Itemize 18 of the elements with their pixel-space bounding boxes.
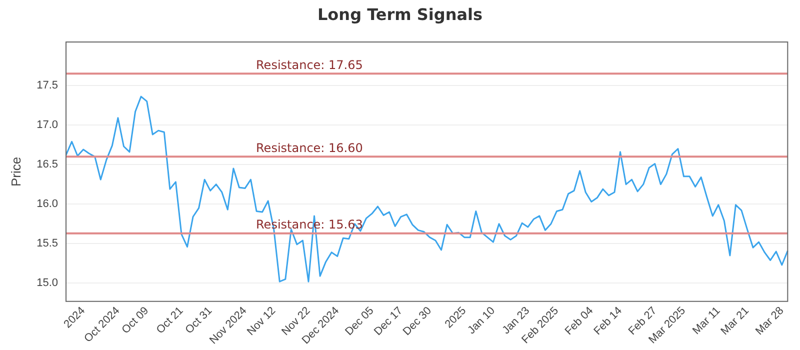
y-tick-label: 15.0 — [36, 277, 58, 290]
x-tick-label: Oct 21 — [154, 304, 186, 336]
ref-line-label: Resistance: 16.60 — [256, 140, 363, 155]
x-tick-label: Oct 09 — [120, 304, 152, 336]
x-tick-label: Nov 12 — [244, 304, 278, 338]
x-tick-label: Mar 28 — [753, 304, 786, 338]
y-tick-label: 17.5 — [36, 80, 58, 92]
chart-title: Long Term Signals — [316, 5, 484, 24]
x-tick-label: Jan 10 — [466, 304, 498, 337]
y-tick-label: 16.0 — [36, 198, 58, 210]
ref-line-label: Resistance: 17.65 — [256, 58, 363, 72]
y-tick-label: 16.5 — [36, 158, 58, 171]
x-tick-label: Mar 21 — [718, 304, 752, 338]
x-tick-label: Dec 30 — [400, 304, 434, 338]
y-tick-label: 15.5 — [36, 238, 58, 250]
y-axis-title: Price — [8, 156, 24, 186]
y-tick-label: 17.0 — [36, 119, 58, 132]
x-tick-label: Feb 14 — [592, 304, 625, 338]
